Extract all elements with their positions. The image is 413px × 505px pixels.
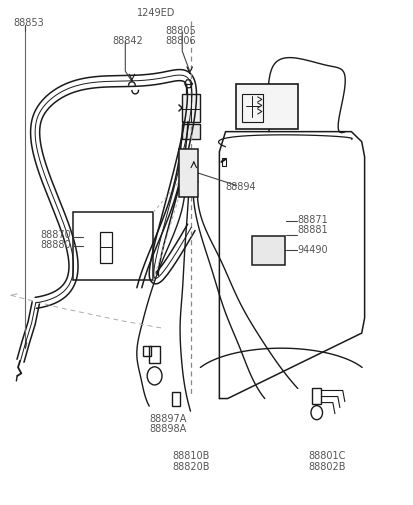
Bar [242, 94, 262, 122]
Text: 88870: 88870 [40, 230, 71, 240]
Bar [178, 149, 197, 197]
Text: 88820B: 88820B [171, 462, 209, 472]
Bar [73, 212, 153, 280]
Text: 88809: 88809 [256, 96, 287, 107]
Bar [182, 124, 199, 139]
Bar [143, 345, 151, 356]
Text: 88805: 88805 [165, 26, 196, 36]
Bar [252, 236, 285, 265]
Text: 88802B: 88802B [307, 462, 345, 472]
Text: 88806: 88806 [165, 36, 196, 46]
Bar [235, 84, 297, 129]
Text: 94490: 94490 [297, 245, 328, 255]
Text: 88880: 88880 [40, 240, 70, 250]
Bar [149, 345, 159, 363]
Text: 88897A: 88897A [149, 414, 186, 424]
Bar [185, 84, 190, 96]
Text: 88871: 88871 [297, 215, 328, 225]
Bar [100, 232, 112, 263]
Text: 88853: 88853 [13, 18, 44, 28]
Text: 88881: 88881 [297, 225, 328, 235]
Text: 88801C: 88801C [307, 451, 344, 462]
Text: 88894: 88894 [225, 182, 256, 192]
Bar [311, 388, 320, 403]
Text: 88842: 88842 [112, 36, 142, 46]
Text: 1249ED: 1249ED [137, 8, 175, 18]
Bar [182, 94, 199, 122]
Text: 88810B: 88810B [171, 451, 209, 462]
Text: 88898A: 88898A [149, 424, 186, 434]
Bar [171, 392, 180, 406]
Bar [222, 158, 226, 166]
